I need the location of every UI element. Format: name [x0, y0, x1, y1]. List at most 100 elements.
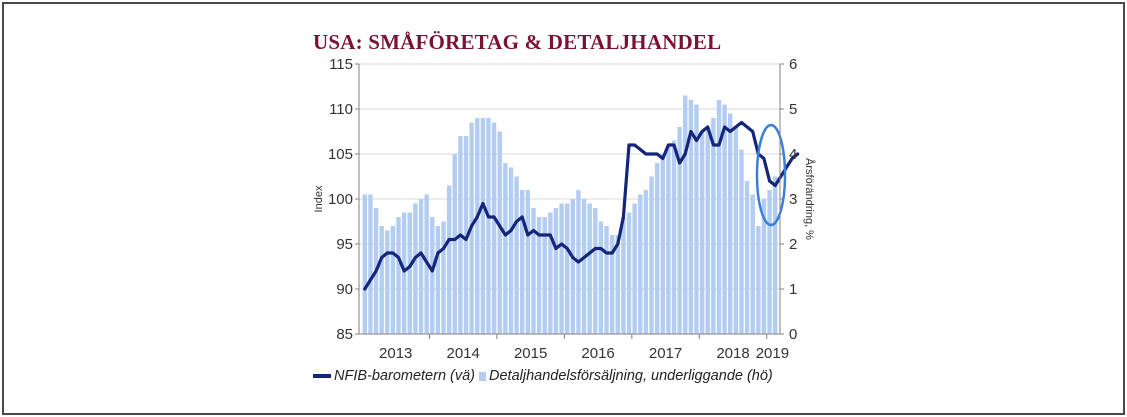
legend-bar-label: Detaljhandelsförsäljning, underliggande …: [489, 368, 773, 384]
bar: [368, 194, 373, 334]
chart-title: USA: SMÅFÖRETAG & DETALJHANDEL: [313, 30, 722, 54]
bar: [559, 203, 564, 334]
left-tick-label: 110: [329, 101, 353, 118]
bar: [772, 176, 778, 334]
bar: [503, 163, 508, 334]
bar: [413, 203, 418, 334]
x-tick-label: 2014: [447, 345, 480, 362]
bar: [446, 185, 452, 334]
bar: [756, 226, 761, 334]
highlight-ellipse: [755, 123, 787, 227]
bar: [744, 181, 750, 334]
bar: [761, 199, 767, 334]
right-tick-label: 2: [789, 236, 797, 253]
bar: [396, 217, 401, 334]
axis-labels: 85 90 95 100 105 110 115 0 1 2 3 4 5 6 2013 2014 2015 201…: [313, 56, 816, 362]
bar: [683, 95, 688, 334]
bar: [520, 190, 525, 334]
bar: [638, 194, 643, 334]
x-tick-label: 2017: [649, 345, 682, 362]
axes: [355, 63, 784, 339]
bar: [705, 127, 710, 334]
left-tick-label: 115: [329, 56, 353, 73]
y2-axis-label: Årsförändring, %: [803, 158, 816, 240]
bar: [711, 118, 716, 334]
bar: [604, 226, 609, 334]
bar: [385, 230, 390, 334]
bar: [379, 226, 384, 334]
bar: [649, 176, 654, 334]
bar: [581, 199, 587, 334]
bar: [626, 212, 632, 334]
bar: [548, 212, 553, 334]
bar: [722, 104, 727, 334]
right-tick-label: 3: [789, 191, 797, 208]
bar: [621, 217, 626, 334]
bar: [564, 203, 570, 334]
line-series: [363, 120, 800, 291]
bar: [362, 194, 368, 334]
bar: [491, 122, 497, 334]
left-tick-label: 85: [336, 326, 353, 343]
bar: [750, 194, 755, 334]
bar: [688, 100, 694, 334]
bar: [643, 190, 649, 334]
bar: [632, 203, 637, 334]
bar: [497, 131, 502, 334]
legend-bar-swatch: [479, 371, 487, 381]
y-axis-label: Index: [313, 185, 325, 212]
legend-line-swatch: [313, 374, 331, 378]
bar: [508, 167, 514, 334]
left-tick-label: 100: [328, 191, 353, 208]
right-tick-label: 0: [789, 326, 797, 343]
legend: NFIB-barometern (vä) Detaljhandelsförsäl…: [313, 368, 773, 384]
bar: [441, 221, 446, 334]
bar: [671, 140, 677, 334]
bar: [654, 163, 660, 334]
bar: [514, 176, 519, 334]
bar: [660, 154, 665, 334]
bar: [531, 208, 536, 334]
right-tick-label: 5: [789, 101, 797, 118]
bar: [570, 199, 576, 334]
right-tick-label: 1: [789, 281, 797, 298]
bar: [480, 118, 486, 334]
bar: [767, 190, 772, 334]
bar: [615, 235, 620, 334]
bar: [728, 113, 733, 334]
bar: [694, 104, 699, 334]
bar: [475, 118, 480, 334]
bar: [536, 217, 542, 334]
bar: [739, 149, 744, 334]
bar: [593, 208, 598, 334]
left-tick-label: 95: [336, 236, 353, 253]
left-tick-label: 90: [336, 281, 353, 298]
nfib-line: [363, 120, 800, 291]
right-tick-label: 4: [789, 146, 797, 163]
bar: [598, 221, 604, 334]
bar-series: [362, 95, 778, 334]
left-tick-label: 105: [328, 146, 353, 163]
bar: [609, 235, 615, 334]
right-tick-label: 6: [789, 56, 797, 73]
legend-line-label: NFIB-barometern (vä): [334, 368, 476, 384]
bar: [677, 127, 682, 334]
bar: [525, 190, 531, 334]
x-tick-label: 2016: [581, 345, 614, 362]
bar: [430, 217, 435, 334]
bar: [463, 136, 469, 334]
bar: [553, 208, 559, 334]
bar: [390, 226, 396, 334]
bar: [699, 131, 705, 334]
bar: [418, 199, 424, 334]
x-tick-label: 2018: [716, 345, 749, 362]
x-tick-label: 2015: [514, 345, 547, 362]
bar: [587, 203, 592, 334]
bar: [401, 212, 407, 334]
x-tick-label: 2013: [379, 345, 412, 362]
bar: [407, 212, 412, 334]
x-tick-label: 2019: [756, 345, 789, 362]
bar: [542, 217, 547, 334]
bar: [486, 118, 491, 334]
